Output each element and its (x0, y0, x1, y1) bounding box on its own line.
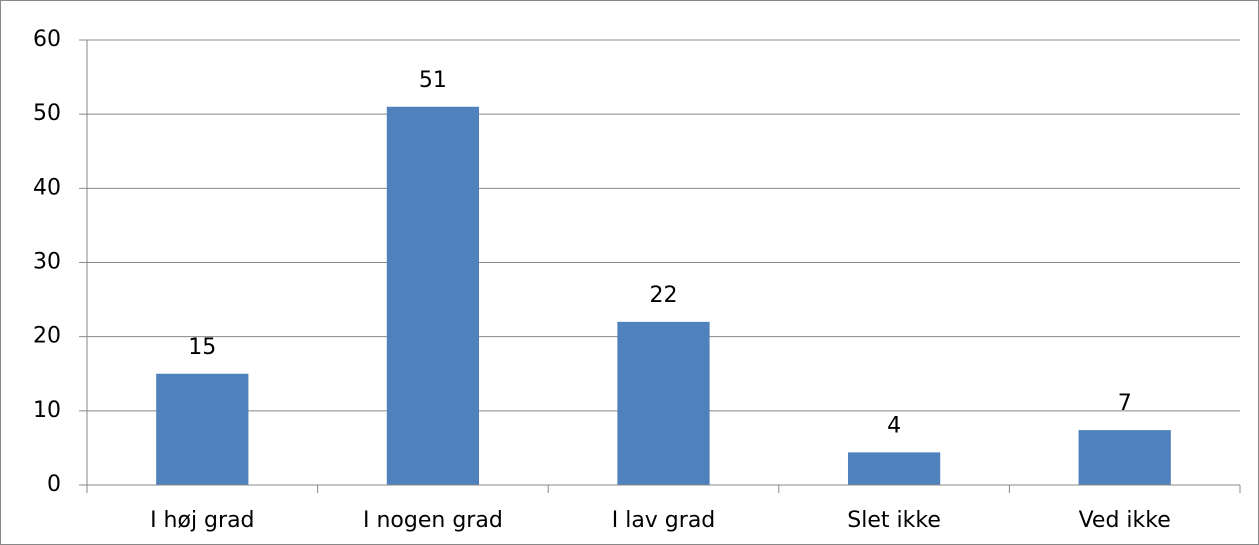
y-tick-label: 30 (33, 250, 61, 275)
bar (617, 321, 710, 485)
x-tick-label: I nogen grad (363, 508, 503, 533)
data-label: 51 (419, 68, 447, 93)
x-tick-label: Ved ikke (1079, 508, 1171, 533)
bar (1078, 430, 1171, 485)
data-label: 22 (650, 283, 678, 308)
data-label: 7 (1118, 391, 1132, 416)
y-tick-label: 60 (33, 27, 61, 52)
x-tick-label: I høj grad (150, 508, 254, 533)
y-tick-label: 0 (47, 472, 61, 497)
bar (156, 373, 249, 485)
x-tick-label: I lav grad (612, 508, 716, 533)
bar (386, 106, 480, 485)
data-label: 4 (887, 413, 901, 438)
data-label: 15 (188, 335, 216, 360)
y-tick-label: 20 (33, 324, 61, 349)
y-tick-label: 50 (33, 101, 61, 126)
x-tick-label: Slet ikke (847, 508, 941, 533)
bar (847, 452, 941, 485)
y-tick-label: 10 (33, 398, 61, 423)
y-tick-label: 40 (33, 175, 61, 200)
